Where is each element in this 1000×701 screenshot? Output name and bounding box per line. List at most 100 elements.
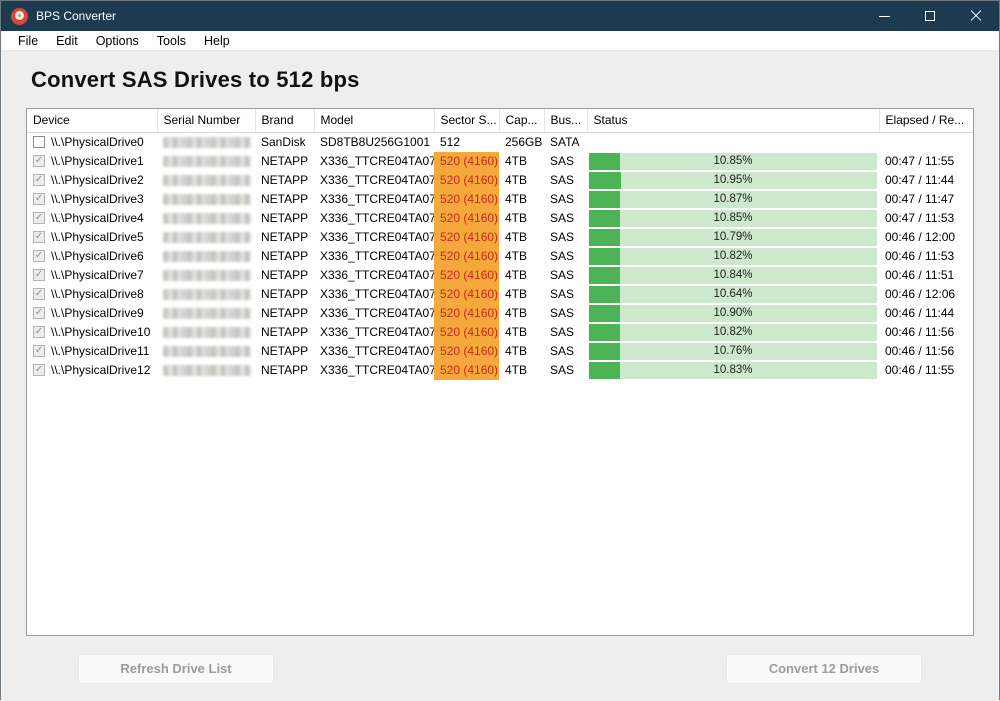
cell-sector-size: 512 xyxy=(434,132,499,152)
table-row[interactable]: ✓\\.\PhysicalDrive7NETAPPX336_TTCRE04TA0… xyxy=(27,266,973,285)
table-row[interactable]: ✓\\.\PhysicalDrive1NETAPPX336_TTCRE04TA0… xyxy=(27,152,973,171)
cell-model: X336_TTCRE04TA07 xyxy=(314,361,434,380)
table-row[interactable]: ✓\\.\PhysicalDrive2NETAPPX336_TTCRE04TA0… xyxy=(27,171,973,190)
device-name: \\.\PhysicalDrive4 xyxy=(51,211,144,225)
column-header-capacity[interactable]: Cap... xyxy=(499,109,544,132)
device-name: \\.\PhysicalDrive6 xyxy=(51,249,144,263)
cell-brand: NETAPP xyxy=(255,152,314,171)
column-header-model[interactable]: Model xyxy=(314,109,434,132)
column-header-elapsed[interactable]: Elapsed / Re... xyxy=(879,109,973,132)
cell-sector-size: 520 (4160) xyxy=(434,171,499,190)
cell-status: 10.95% xyxy=(587,171,879,190)
cell-elapsed-remaining: 00:46 / 12:00 xyxy=(879,228,973,247)
menu-item-options[interactable]: Options xyxy=(87,31,148,51)
row-checkbox[interactable]: ✓ xyxy=(33,231,45,243)
device-name: \\.\PhysicalDrive9 xyxy=(51,306,144,320)
cell-status: 10.83% xyxy=(587,361,879,380)
row-checkbox[interactable]: ✓ xyxy=(33,269,45,281)
table-row[interactable]: ✓\\.\PhysicalDrive4NETAPPX336_TTCRE04TA0… xyxy=(27,209,973,228)
cell-bus: SAS xyxy=(544,152,587,171)
cell-bus: SAS xyxy=(544,171,587,190)
cell-brand: NETAPP xyxy=(255,285,314,304)
row-checkbox[interactable]: ✓ xyxy=(33,193,45,205)
column-header-bus[interactable]: Bus... xyxy=(544,109,587,132)
cell-sector-size: 520 (4160) xyxy=(434,323,499,342)
cell-device: ✓\\.\PhysicalDrive7 xyxy=(27,266,157,285)
row-checkbox[interactable]: ✓ xyxy=(33,212,45,224)
cell-capacity: 4TB xyxy=(499,209,544,228)
column-header-serial[interactable]: Serial Number xyxy=(157,109,255,132)
row-checkbox[interactable]: ✓ xyxy=(33,345,45,357)
close-button[interactable] xyxy=(953,1,999,31)
cell-serial xyxy=(157,266,255,285)
menu-item-tools[interactable]: Tools xyxy=(148,31,195,51)
cell-model: X336_TTCRE04TA07 xyxy=(314,342,434,361)
row-checkbox[interactable]: ✓ xyxy=(33,326,45,338)
row-checkbox[interactable]: ✓ xyxy=(33,250,45,262)
serial-redacted xyxy=(163,213,251,224)
cell-elapsed-remaining: 00:46 / 11:56 xyxy=(879,323,973,342)
progress-percent-label: 10.87% xyxy=(589,191,877,208)
table-row[interactable]: ✓\\.\PhysicalDrive8NETAPPX336_TTCRE04TA0… xyxy=(27,285,973,304)
cell-elapsed-remaining: 00:46 / 11:56 xyxy=(879,342,973,361)
cell-bus: SAS xyxy=(544,304,587,323)
table-row[interactable]: \\.\PhysicalDrive0SanDiskSD8TB8U256G1001… xyxy=(27,132,973,152)
minimize-button[interactable] xyxy=(861,1,907,31)
drive-table: DeviceSerial NumberBrandModelSector S...… xyxy=(27,109,973,380)
maximize-button[interactable] xyxy=(907,1,953,31)
cell-serial xyxy=(157,171,255,190)
serial-redacted xyxy=(163,251,251,262)
device-cell: ✓\\.\PhysicalDrive12 xyxy=(33,361,151,380)
serial-redacted xyxy=(163,289,251,300)
cell-capacity: 4TB xyxy=(499,190,544,209)
cell-serial xyxy=(157,132,255,152)
table-row[interactable]: ✓\\.\PhysicalDrive11NETAPPX336_TTCRE04TA… xyxy=(27,342,973,361)
column-header-device[interactable]: Device xyxy=(27,109,157,132)
menu-bar: FileEditOptionsToolsHelp xyxy=(1,31,999,51)
device-name: \\.\PhysicalDrive0 xyxy=(51,135,144,149)
row-checkbox[interactable]: ✓ xyxy=(33,288,45,300)
cell-elapsed-remaining: 00:46 / 11:55 xyxy=(879,361,973,380)
device-cell: ✓\\.\PhysicalDrive10 xyxy=(33,323,151,342)
cell-bus: SAS xyxy=(544,323,587,342)
progress-bar: 10.84% xyxy=(589,267,877,284)
column-header-brand[interactable]: Brand xyxy=(255,109,314,132)
progress-percent-label: 10.82% xyxy=(589,248,877,265)
cell-serial xyxy=(157,190,255,209)
serial-redacted xyxy=(163,175,251,186)
cell-model: X336_TTCRE04TA07 xyxy=(314,304,434,323)
table-row[interactable]: ✓\\.\PhysicalDrive6NETAPPX336_TTCRE04TA0… xyxy=(27,247,973,266)
table-row[interactable]: ✓\\.\PhysicalDrive10NETAPPX336_TTCRE04TA… xyxy=(27,323,973,342)
column-header-status[interactable]: Status xyxy=(587,109,879,132)
progress-bar: 10.79% xyxy=(589,229,877,246)
cell-model: X336_TTCRE04TA07 xyxy=(314,190,434,209)
table-row[interactable]: ✓\\.\PhysicalDrive9NETAPPX336_TTCRE04TA0… xyxy=(27,304,973,323)
cell-sector-size: 520 (4160) xyxy=(434,190,499,209)
cell-sector-size: 520 (4160) xyxy=(434,247,499,266)
row-checkbox[interactable]: ✓ xyxy=(33,364,45,376)
row-checkbox[interactable]: ✓ xyxy=(33,307,45,319)
row-checkbox[interactable]: ✓ xyxy=(33,174,45,186)
cell-sector-size: 520 (4160) xyxy=(434,152,499,171)
progress-percent-label: 10.85% xyxy=(589,153,877,170)
cell-capacity: 4TB xyxy=(499,323,544,342)
table-row[interactable]: ✓\\.\PhysicalDrive3NETAPPX336_TTCRE04TA0… xyxy=(27,190,973,209)
progress-percent-label: 10.95% xyxy=(589,172,877,189)
row-checkbox[interactable] xyxy=(33,136,45,148)
cell-device: ✓ \\.\PhysicalDrive9 xyxy=(27,304,157,323)
table-row[interactable]: ✓\\.\PhysicalDrive5NETAPPX336_TTCRE04TA0… xyxy=(27,228,973,247)
device-cell: \\.\PhysicalDrive0 xyxy=(33,133,151,152)
refresh-drive-list-button[interactable]: Refresh Drive List xyxy=(78,654,274,684)
progress-percent-label: 10.83% xyxy=(589,362,877,379)
menu-item-edit[interactable]: Edit xyxy=(47,31,87,51)
menu-item-file[interactable]: File xyxy=(9,31,47,51)
column-header-sector[interactable]: Sector S... xyxy=(434,109,499,132)
cell-status: 10.85% xyxy=(587,209,879,228)
table-row[interactable]: ✓\\.\PhysicalDrive12NETAPPX336_TTCRE04TA… xyxy=(27,361,973,380)
main-content: Convert SAS Drives to 512 bps DeviceSeri… xyxy=(1,51,999,701)
menu-item-help[interactable]: Help xyxy=(195,31,239,51)
row-checkbox[interactable]: ✓ xyxy=(33,155,45,167)
app-window: BPS Converter FileEditOptionsToolsHelp C… xyxy=(0,0,1000,700)
convert-drives-button[interactable]: Convert 12 Drives xyxy=(726,654,922,684)
serial-redacted xyxy=(163,156,251,167)
